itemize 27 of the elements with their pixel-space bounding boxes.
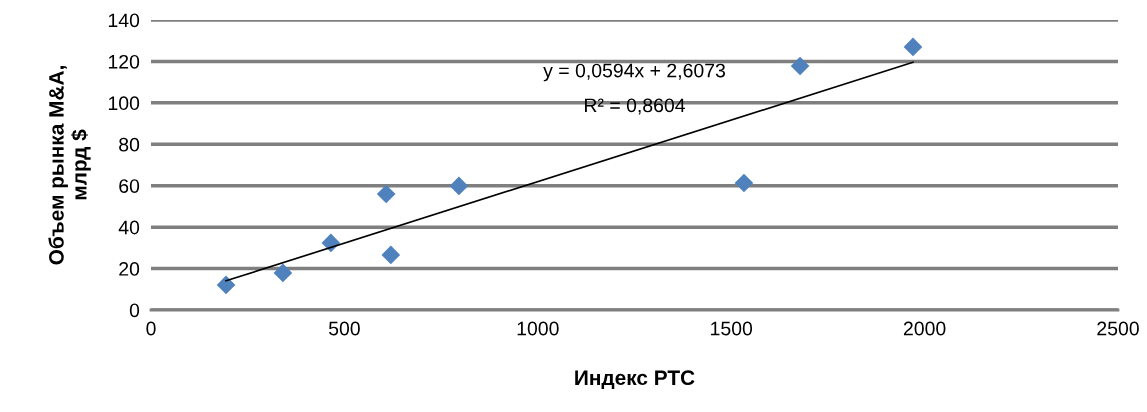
y-axis-title: Объем рынка M&A, млрд $ [48, 66, 91, 265]
x-tick-label: 1000 [517, 321, 559, 336]
x-tick-label: 2000 [903, 321, 946, 336]
point [449, 176, 469, 196]
y-tick-label: 80 [119, 137, 140, 152]
point [376, 184, 396, 204]
y-tick-label: 0 [129, 303, 140, 318]
annotation: R² = 0,8604 [585, 98, 686, 115]
y-tick-label: 40 [118, 220, 140, 235]
y-tick-label: 140 [108, 13, 140, 28]
point [321, 233, 341, 253]
annotation: y = 0,0594x + 2,6073 [543, 63, 726, 82]
x-axis-title: Индекс РТС [575, 370, 695, 390]
point [381, 245, 401, 265]
x-tick-label: 0 [146, 321, 156, 336]
point [216, 275, 236, 295]
y-tick-label: 100 [108, 96, 140, 111]
point [273, 263, 293, 283]
point [903, 37, 923, 57]
y-tick-label: 60 [119, 179, 140, 193]
y-tick-label: 120 [108, 54, 140, 69]
y-tick-label: 20 [119, 262, 140, 276]
point [734, 173, 754, 193]
point [790, 56, 810, 76]
x-tick-label: 1500 [711, 321, 753, 336]
x-tick-label: 500 [328, 321, 360, 336]
x-tick-label: 2500 [1097, 321, 1139, 336]
